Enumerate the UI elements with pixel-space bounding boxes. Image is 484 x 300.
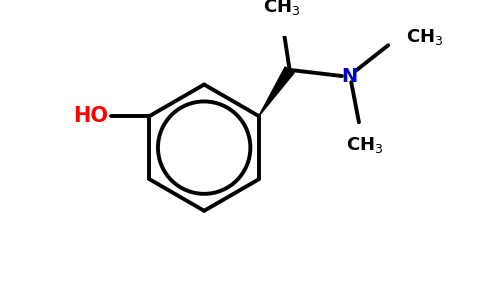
Text: CH$_3$: CH$_3$ <box>347 135 384 155</box>
Polygon shape <box>259 67 294 116</box>
Text: HO: HO <box>73 106 108 126</box>
Text: N: N <box>342 67 358 85</box>
Text: CH$_3$: CH$_3$ <box>263 0 301 17</box>
Text: CH$_3$: CH$_3$ <box>406 27 443 47</box>
